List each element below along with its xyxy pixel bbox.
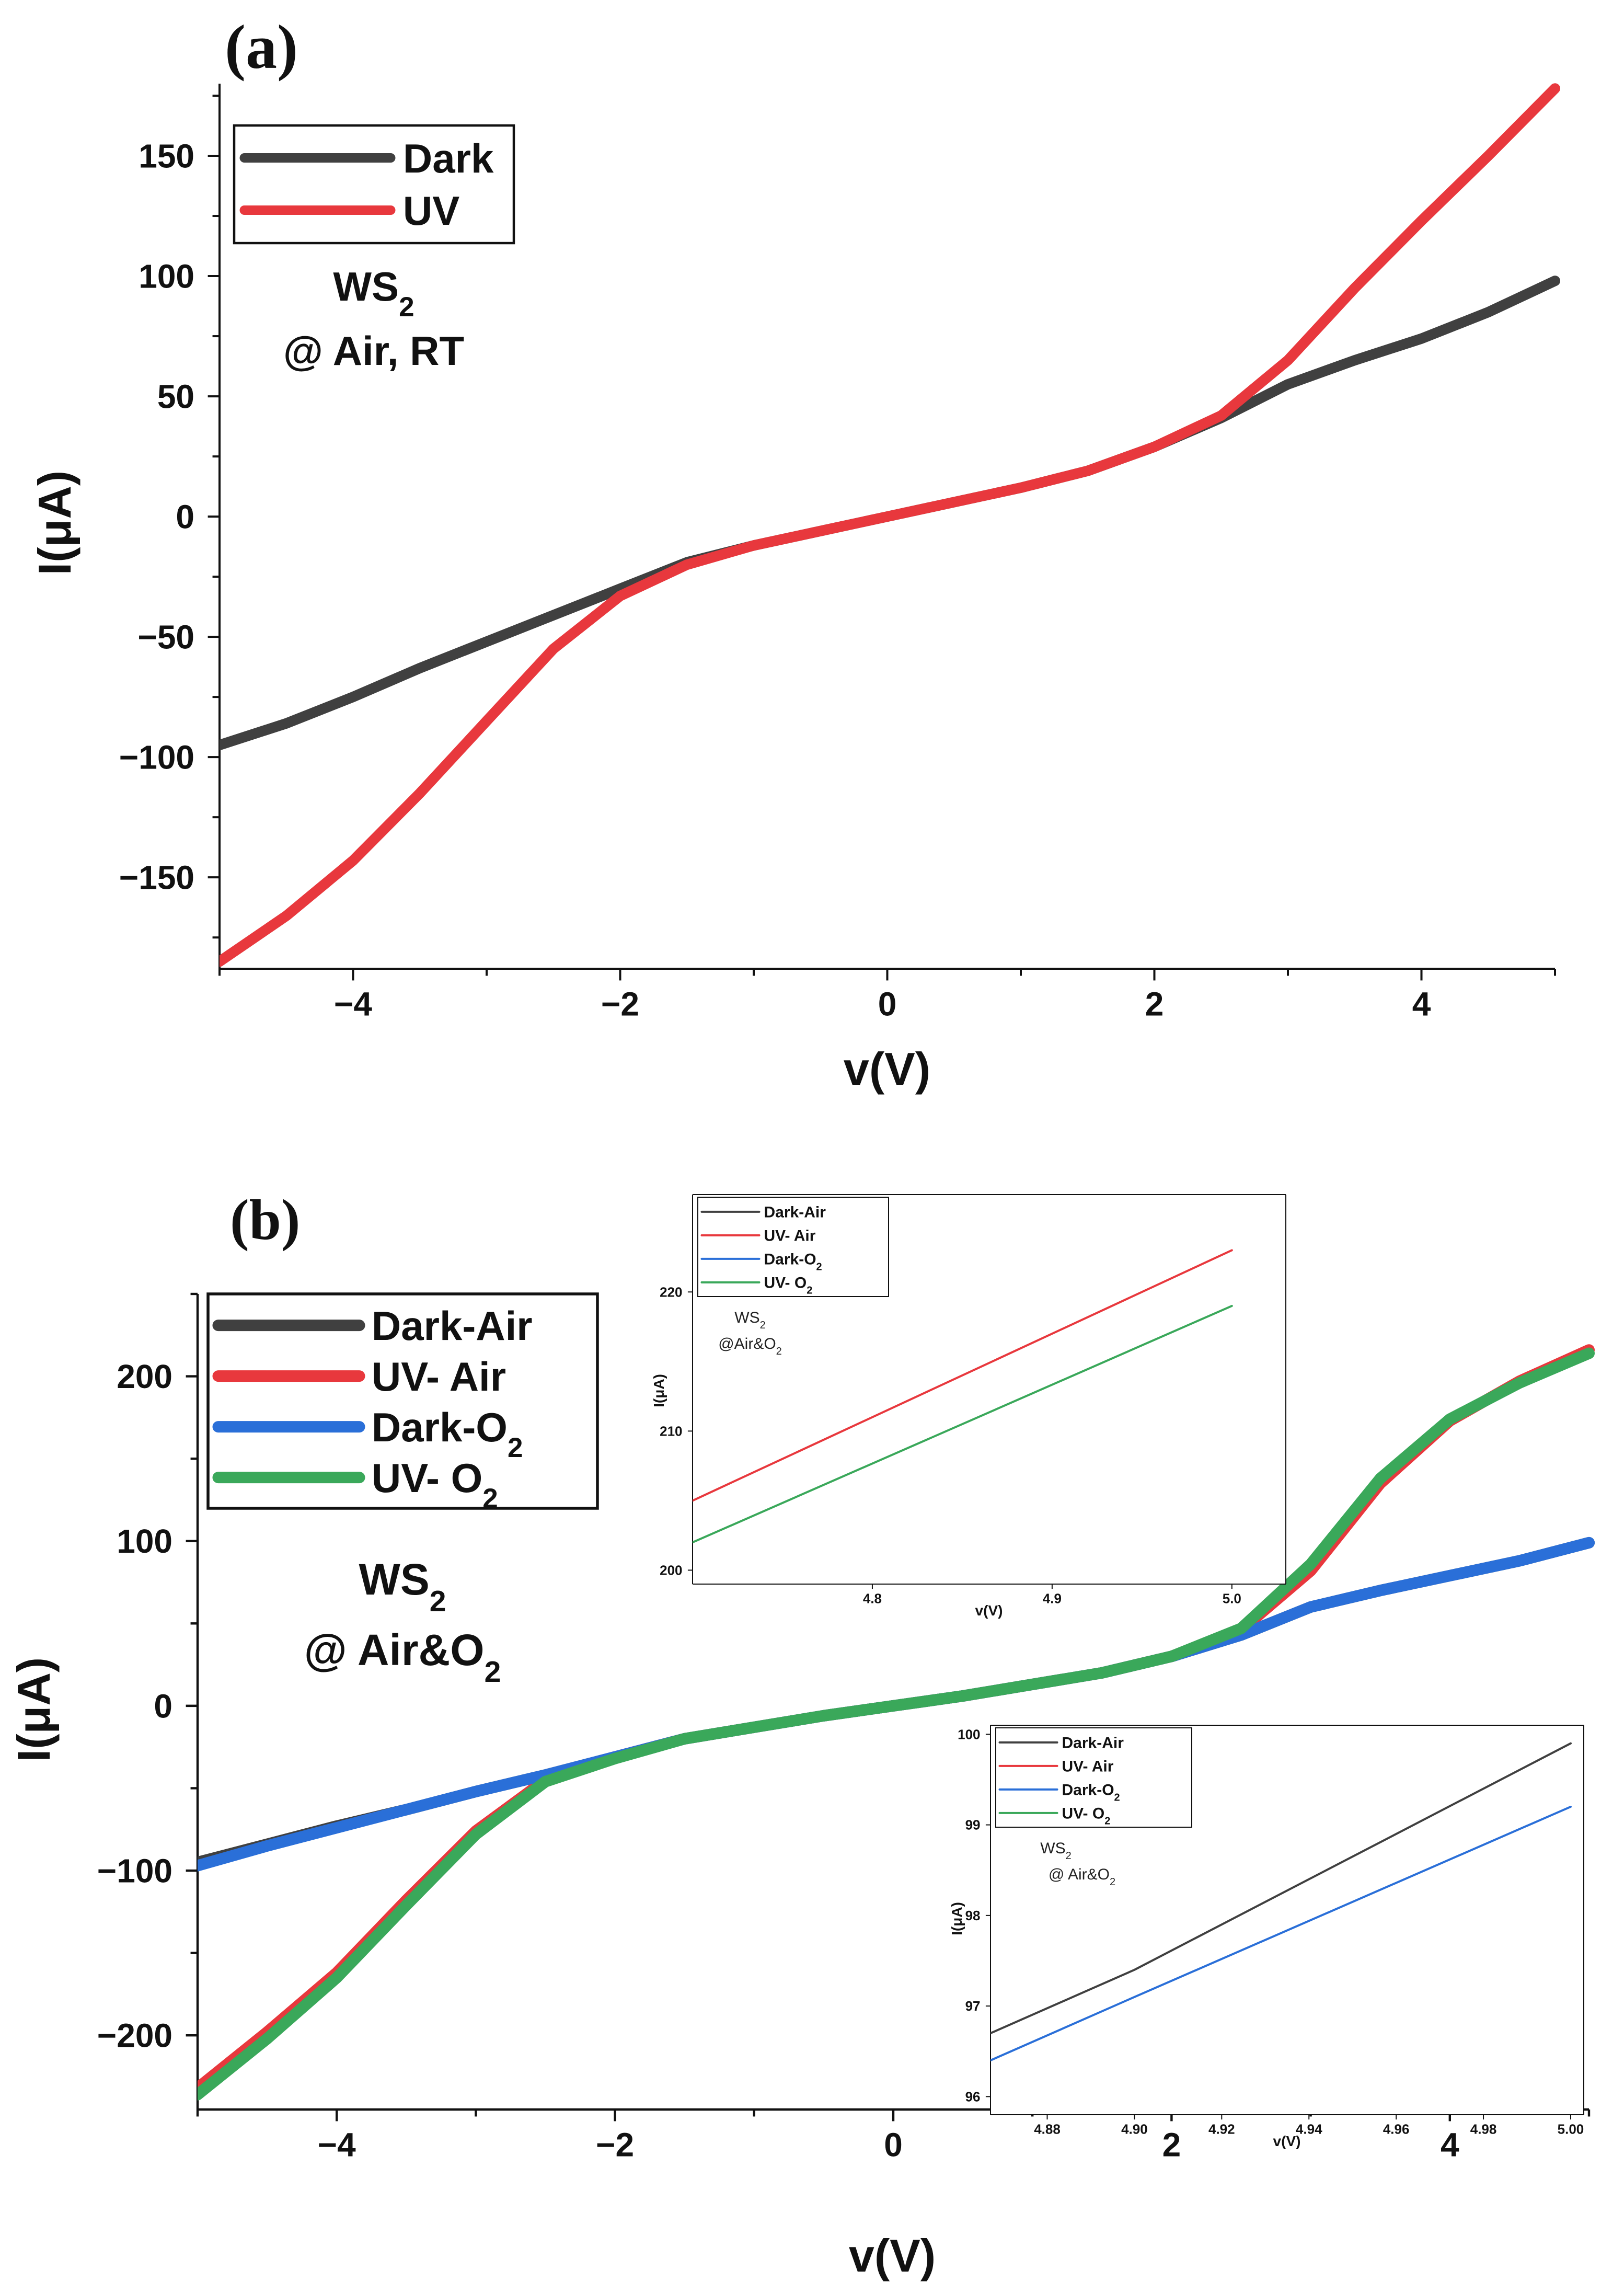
x-tick-label: 2 bbox=[1162, 2126, 1181, 2164]
inset-material-annotation: WS2 bbox=[1040, 1840, 1071, 1862]
legend-box bbox=[995, 1727, 1192, 1828]
x-tick-label: 4 bbox=[1441, 2126, 1459, 2164]
legend-label: Dark-Air bbox=[1062, 1735, 1124, 1752]
x-tick-label: 4.9 bbox=[1043, 1590, 1062, 1606]
y-tick-label: 200 bbox=[660, 1562, 682, 1578]
legend-label: UV- Air bbox=[1062, 1758, 1114, 1775]
x-tick-label: 4.96 bbox=[1383, 2121, 1410, 2137]
panel-label: (b) bbox=[230, 1188, 300, 1252]
x-tick-label: 4.88 bbox=[1034, 2121, 1061, 2137]
y-axis-title: I(μA) bbox=[949, 1902, 965, 1935]
x-tick-label: 0 bbox=[884, 2126, 903, 2164]
legend-label: UV bbox=[403, 188, 459, 234]
chart-panel-1: −4 −2 0 2 4 150 100 50 0 −50 −100 −150 v(V) I(μA) (a) bbox=[29, 12, 1560, 1095]
legend-1: Dark UV bbox=[233, 124, 515, 245]
inset-condition-annotation: @ Air&O2 bbox=[1049, 1866, 1115, 1888]
y-tick-label: 50 bbox=[157, 377, 194, 415]
chart-panel-2: −4 −2 0 2 4 200 100 0 −100 −200 v(V) I(μA) (b) bbox=[8, 1188, 1595, 2281]
inset-material-annotation: WS2 bbox=[734, 1309, 765, 1331]
y-tick-label: 220 bbox=[660, 1284, 682, 1300]
y-tick-label: 0 bbox=[154, 1687, 172, 1725]
x-tick-label: 4.90 bbox=[1121, 2121, 1148, 2137]
material-annotation: WS2 bbox=[333, 263, 414, 323]
x-tick-label: −2 bbox=[601, 985, 639, 1023]
legend-label: Dark-O2 bbox=[372, 1404, 523, 1463]
y-tick-label: 210 bbox=[660, 1423, 682, 1439]
x-tick-label: 4 bbox=[1412, 985, 1431, 1023]
x-tick-label: 0 bbox=[878, 985, 897, 1023]
x-tick-label: 4.98 bbox=[1470, 2121, 1497, 2137]
y-axis-title: I(μA) bbox=[29, 471, 80, 575]
y-tick-label: 97 bbox=[965, 1998, 981, 2014]
x-tick-label: −4 bbox=[318, 2126, 356, 2164]
legend-label: UV- Air bbox=[372, 1354, 506, 1400]
y-tick-label: −50 bbox=[137, 618, 194, 656]
y-tick-label: 100 bbox=[117, 1522, 172, 1560]
x-tick-label: 5.00 bbox=[1558, 2121, 1584, 2137]
y-tick-label: −100 bbox=[119, 739, 194, 776]
y-tick-label: −100 bbox=[97, 1852, 172, 1889]
series-line-dark-o2 bbox=[990, 1805, 1572, 2061]
y-axis-title: I(μA) bbox=[651, 1374, 667, 1407]
x-axis-title: v(V) bbox=[849, 2230, 936, 2281]
y-tick-label: 98 bbox=[965, 1908, 981, 1923]
x-tick-label: −4 bbox=[334, 985, 372, 1023]
x-tick-label: 4.94 bbox=[1296, 2121, 1322, 2137]
y-tick-label: 99 bbox=[965, 1817, 981, 1833]
legend-label: Dark-O2 bbox=[764, 1251, 822, 1273]
series-line-uv-o2 bbox=[198, 1347, 1595, 2101]
inset-condition-annotation: @Air&O2 bbox=[718, 1335, 782, 1357]
y-tick-label: −200 bbox=[97, 2017, 172, 2055]
x-tick-label: −2 bbox=[596, 2126, 634, 2164]
y-tick-label: 100 bbox=[958, 1726, 980, 1742]
x-axis-title: v(V) bbox=[975, 1602, 1003, 1619]
legend-label: Dark bbox=[403, 135, 494, 181]
condition-annotation: @ Air&O2 bbox=[304, 1625, 501, 1689]
legend-label: UV- Air bbox=[764, 1228, 816, 1245]
legend-label: UV- O2 bbox=[764, 1275, 813, 1297]
y-tick-label: 200 bbox=[117, 1358, 172, 1395]
material-annotation: WS2 bbox=[359, 1555, 446, 1618]
legend-box bbox=[697, 1197, 889, 1297]
condition-annotation: @ Air, RT bbox=[283, 328, 464, 374]
x-tick-label: 2 bbox=[1145, 985, 1164, 1023]
y-axis-title: I(μA) bbox=[8, 1657, 60, 1762]
x-axis-title: v(V) bbox=[1273, 2133, 1301, 2149]
x-tick-label: 4.8 bbox=[863, 1590, 882, 1606]
series-line-dark-air bbox=[990, 1742, 1572, 2035]
legend-label: UV- O2 bbox=[1062, 1805, 1111, 1827]
y-tick-label: 0 bbox=[176, 498, 194, 535]
series-line-uv bbox=[220, 83, 1560, 967]
legend-label: Dark-O2 bbox=[1062, 1782, 1120, 1804]
y-tick-label: 100 bbox=[139, 257, 194, 295]
series-line-uv-air bbox=[693, 1249, 1233, 1502]
y-tick-label: 150 bbox=[139, 137, 194, 175]
legend-label: Dark-Air bbox=[372, 1303, 533, 1349]
x-axis-title: v(V) bbox=[844, 1043, 930, 1095]
panel-label: (a) bbox=[225, 12, 298, 82]
y-tick-label: 96 bbox=[965, 2089, 981, 2104]
legend-box bbox=[233, 124, 515, 245]
x-tick-label: 5.0 bbox=[1223, 1590, 1241, 1606]
x-tick-label: 4.92 bbox=[1208, 2121, 1235, 2137]
legend-label: UV- O2 bbox=[372, 1455, 498, 1514]
series-line-uv-o2 bbox=[693, 1304, 1233, 1544]
legend-label: Dark-Air bbox=[764, 1204, 826, 1221]
y-tick-label: −150 bbox=[119, 859, 194, 897]
